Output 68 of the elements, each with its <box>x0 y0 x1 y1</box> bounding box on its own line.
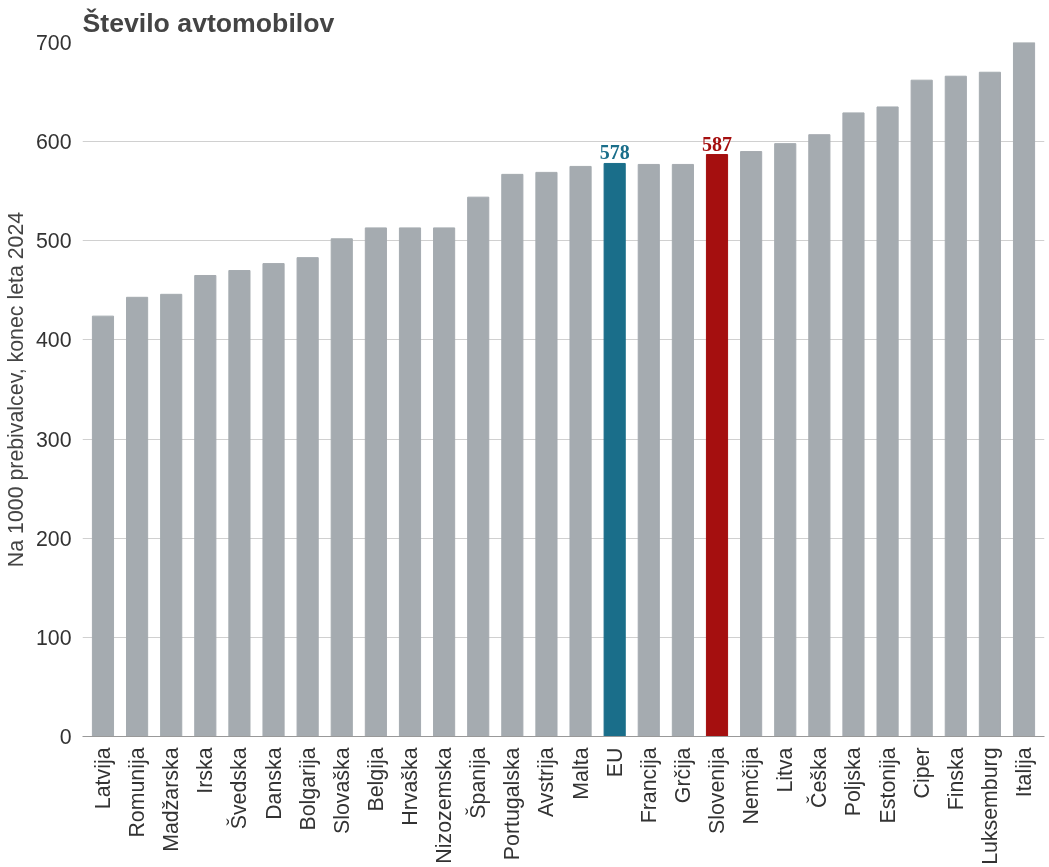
bar <box>501 173 524 737</box>
chart-title: Število avtomobilov <box>82 7 335 38</box>
bar <box>364 227 387 737</box>
y-tick-label: 300 <box>35 427 72 452</box>
x-tick-label: Grčija <box>670 747 695 804</box>
x-tick-label: Belgija <box>363 747 388 812</box>
bar <box>467 196 490 737</box>
x-tick-label: Malta <box>568 747 593 800</box>
bar <box>1012 42 1036 737</box>
bar <box>228 270 251 737</box>
x-tick-label: Slovenija <box>705 747 730 835</box>
bar <box>808 134 831 737</box>
bar <box>433 227 456 737</box>
x-tick-label: Luksemburg <box>977 747 1002 865</box>
x-tick-label: Slovaška <box>329 747 354 835</box>
x-tick-label: Bolgarija <box>295 747 320 831</box>
x-tick-label: Italija <box>1012 747 1037 798</box>
x-tick-label: Nemčija <box>739 747 764 825</box>
bar <box>910 79 933 737</box>
x-tick-label: Hrvaška <box>397 747 422 826</box>
bar <box>637 163 660 737</box>
x-tick-label: Madžarska <box>159 747 184 852</box>
bar <box>774 143 797 737</box>
bar <box>398 227 422 737</box>
y-axis-title: Na 1000 prebivalcev, konec leta 2024 <box>3 211 28 568</box>
x-tick-label: Portugalska <box>500 747 525 861</box>
x-tick-label: Danska <box>261 747 286 820</box>
y-tick-label: 200 <box>35 526 72 551</box>
y-tick-label: 400 <box>35 328 72 353</box>
y-tick-label: 700 <box>35 31 72 55</box>
bar <box>194 274 217 737</box>
x-tick-label: Poljska <box>841 747 866 817</box>
x-tick-label: Finska <box>943 747 968 811</box>
bar <box>569 165 592 737</box>
x-tick-label: Romunija <box>125 747 150 838</box>
bar <box>91 315 115 737</box>
bar <box>603 162 626 737</box>
x-tick-label: Švedska <box>226 747 252 830</box>
x-tick-label: Španija <box>465 747 491 819</box>
x-tick-label: Irska <box>193 747 218 794</box>
x-tick-label: Estonija <box>875 747 900 824</box>
y-tick-label: 100 <box>35 625 72 650</box>
x-tick-label: Ciper <box>909 747 934 799</box>
x-tick-label: Avstrija <box>534 747 559 818</box>
bar <box>944 75 967 737</box>
data-label: 578 <box>599 141 630 164</box>
x-tick-label: Češka <box>806 747 832 808</box>
y-tick-label: 600 <box>35 130 72 155</box>
y-tick-label: 0 <box>59 725 72 749</box>
y-tick-label: 500 <box>35 229 72 254</box>
bar <box>330 238 353 737</box>
bar <box>126 296 149 737</box>
x-tick-label: Litva <box>773 747 798 793</box>
x-tick-label: Latvija <box>90 747 115 810</box>
bar <box>978 71 1001 737</box>
bar <box>671 163 694 737</box>
data-label: 587 <box>702 132 733 155</box>
bar <box>876 106 899 737</box>
bar <box>160 293 183 737</box>
bar <box>842 112 865 737</box>
x-tick-label: Francija <box>636 747 661 824</box>
bar <box>296 257 319 737</box>
x-tick-label: EU <box>602 747 627 778</box>
bar <box>262 263 285 737</box>
bar <box>740 151 763 737</box>
x-tick-label: Nizozemska <box>432 747 457 864</box>
bar <box>535 171 558 737</box>
bar <box>705 154 729 737</box>
